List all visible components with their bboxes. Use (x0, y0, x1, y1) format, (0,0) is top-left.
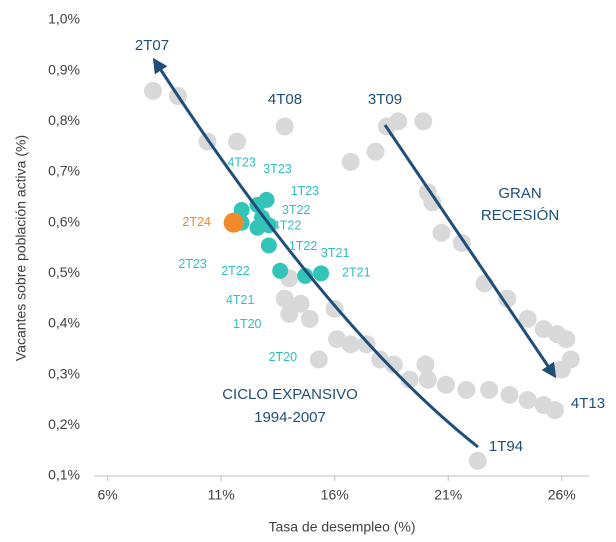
point (557, 330, 576, 349)
x-axis-label: Tasa de desempleo (%) (268, 519, 415, 535)
point (414, 112, 433, 131)
point (272, 262, 289, 279)
point (457, 380, 476, 399)
y-axis-label: Vacantes sobre población activa (%) (13, 135, 29, 361)
point-label: 2T21 (342, 266, 371, 280)
point (389, 112, 408, 131)
annotation: 4T13 (571, 395, 605, 412)
x-tick-label: 6% (98, 487, 118, 503)
point (498, 289, 517, 308)
point (275, 289, 294, 308)
point (518, 391, 537, 409)
point-label: 3T21 (321, 246, 350, 260)
point (313, 265, 330, 282)
y-tick-label: 0,6% (48, 213, 80, 229)
annotation: 3T09 (368, 91, 402, 108)
y-tick-label: 0,3% (48, 365, 80, 381)
y-tick-label: 0,4% (48, 315, 80, 331)
point-label: 2T24 (182, 215, 211, 229)
point (144, 81, 163, 100)
point (480, 380, 499, 399)
point (432, 223, 451, 242)
annotation: 1994-2007 (254, 409, 326, 426)
point-label: 2T22 (221, 264, 250, 278)
annotation: 2T07 (135, 37, 169, 54)
point (534, 396, 553, 415)
point (500, 385, 519, 404)
point (468, 451, 487, 470)
arrow-expansion (152, 57, 479, 449)
x-tick-label: 16% (321, 487, 349, 503)
point (366, 142, 385, 161)
y-tick-label: 0,5% (48, 264, 80, 280)
x-tick-label: 26% (548, 487, 576, 503)
point (258, 191, 275, 208)
annotation: GRAN (498, 185, 541, 202)
point (249, 219, 266, 236)
point-label: 1T22 (289, 239, 318, 253)
y-tick-label: 0,8% (48, 112, 80, 128)
point (341, 152, 360, 171)
point (534, 320, 553, 339)
point (423, 193, 442, 212)
point (300, 309, 319, 328)
point (436, 375, 455, 394)
point (418, 370, 437, 389)
point-label: 3T22 (282, 203, 311, 217)
point-label: 4T22 (273, 218, 302, 232)
y-tick-label: 1,0% (48, 11, 80, 27)
point (552, 360, 571, 379)
y-tick-label: 0,2% (48, 416, 80, 432)
x-tick-label: 11% (208, 487, 235, 503)
x-tick-label: 21% (434, 487, 462, 503)
point (297, 267, 314, 284)
point (223, 212, 244, 233)
point (416, 355, 435, 374)
point (400, 370, 419, 389)
point-label: 1T23 (291, 184, 320, 198)
point (309, 350, 328, 369)
point (291, 294, 310, 313)
point (357, 335, 376, 354)
point-label: 2T20 (269, 350, 298, 364)
annotation: 1T94 (489, 438, 523, 455)
point-label: 2T23 (178, 257, 207, 271)
annotation: RECESIÓN (481, 207, 559, 224)
point (275, 117, 294, 136)
point-label: 1T20 (233, 317, 262, 331)
arrow-recession (383, 124, 557, 379)
point-label: 4T21 (226, 293, 255, 307)
point (228, 132, 247, 151)
y-tick-label: 0,7% (48, 163, 80, 179)
point (327, 330, 346, 349)
point-label: 4T23 (227, 155, 256, 169)
annotation: 4T08 (268, 91, 302, 108)
point-label: 3T23 (263, 162, 292, 176)
point (325, 299, 344, 318)
point (384, 355, 403, 374)
point (260, 237, 277, 254)
point (341, 335, 360, 354)
point (371, 350, 390, 369)
y-tick-label: 0,1% (48, 467, 80, 483)
point (518, 309, 537, 328)
annotation: CICLO EXPANSIVO (222, 386, 358, 403)
y-tick-label: 0,9% (48, 61, 80, 77)
